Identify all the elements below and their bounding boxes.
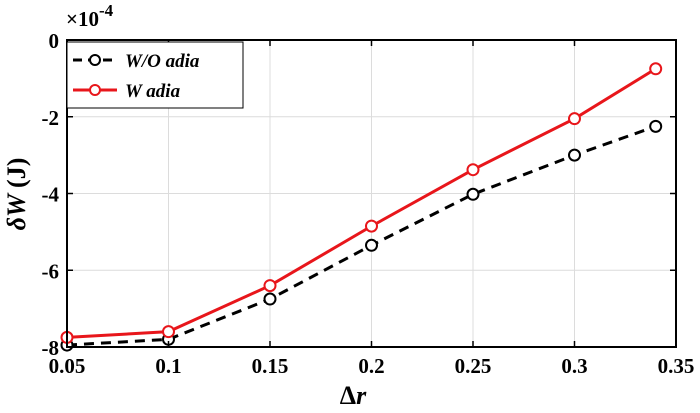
axis-ticks: 0.05 0.1 0.15 0.2 0.25 0.3 0.35 0 -2 -4 -6 -8 [42, 29, 695, 378]
legend-item-w-adia: W adia [73, 81, 181, 102]
series-line-w-adia [66, 67, 657, 339]
y-tick-label: -2 [42, 106, 60, 130]
x-tick-label: 0.05 [49, 354, 86, 378]
y-tick-label: 0 [49, 29, 60, 53]
y-axis-unit: (J) [2, 158, 31, 188]
y-axis-symbol: δ [2, 217, 31, 230]
grid-lines [67, 40, 676, 347]
x-tick-label: 0.35 [658, 354, 695, 378]
data-point-w-adia [568, 112, 581, 126]
legend-label-w-adia: W adia [125, 81, 181, 102]
data-point-w-adia [365, 219, 378, 233]
x-axis-symbol: Δ [340, 381, 356, 410]
data-point-w-o-adia [365, 238, 378, 252]
y-multiplier-exponent: -4 [99, 1, 114, 20]
data-point-w-adia [466, 163, 480, 177]
y-axis-variable: W [2, 192, 31, 217]
y-tick-label: -4 [42, 183, 60, 207]
data-point-w-adia [649, 62, 663, 76]
data-point-w-o-adia [649, 119, 663, 133]
y-axis-label: δW (J) [2, 158, 31, 231]
legend-box [66, 41, 244, 109]
data-point-w-adia [162, 325, 175, 339]
series-line-w-o-adia [66, 124, 657, 347]
x-tick-label: 0.1 [155, 354, 181, 378]
x-tick-label: 0.15 [252, 354, 289, 378]
legend-marker-w-o-adia [89, 54, 101, 66]
data-point-w-o-adia [466, 187, 480, 201]
x-tick-label: 0.2 [358, 354, 384, 378]
data-point-w-adia [263, 279, 277, 293]
data-point-w-o-adia [263, 292, 277, 306]
y-tick-label: -6 [42, 259, 60, 283]
data-point-w-o-adia [568, 148, 581, 162]
legend-item-w-o-adia: W/O adia [73, 51, 200, 72]
y-multiplier-base: ×10 [66, 7, 99, 31]
x-tick-label: 0.25 [455, 354, 492, 378]
y-tick-label: -8 [42, 336, 60, 360]
x-axis-label: Δr [340, 381, 367, 410]
y-multiplier: ×10-4 [66, 1, 114, 31]
legend-marker-w-adia [89, 84, 101, 96]
x-tick-label: 0.3 [561, 354, 587, 378]
legend: W/O adia W adia [66, 41, 244, 109]
legend-label-w-o-adia: W/O adia [125, 51, 200, 72]
x-axis-variable: r [356, 381, 367, 410]
